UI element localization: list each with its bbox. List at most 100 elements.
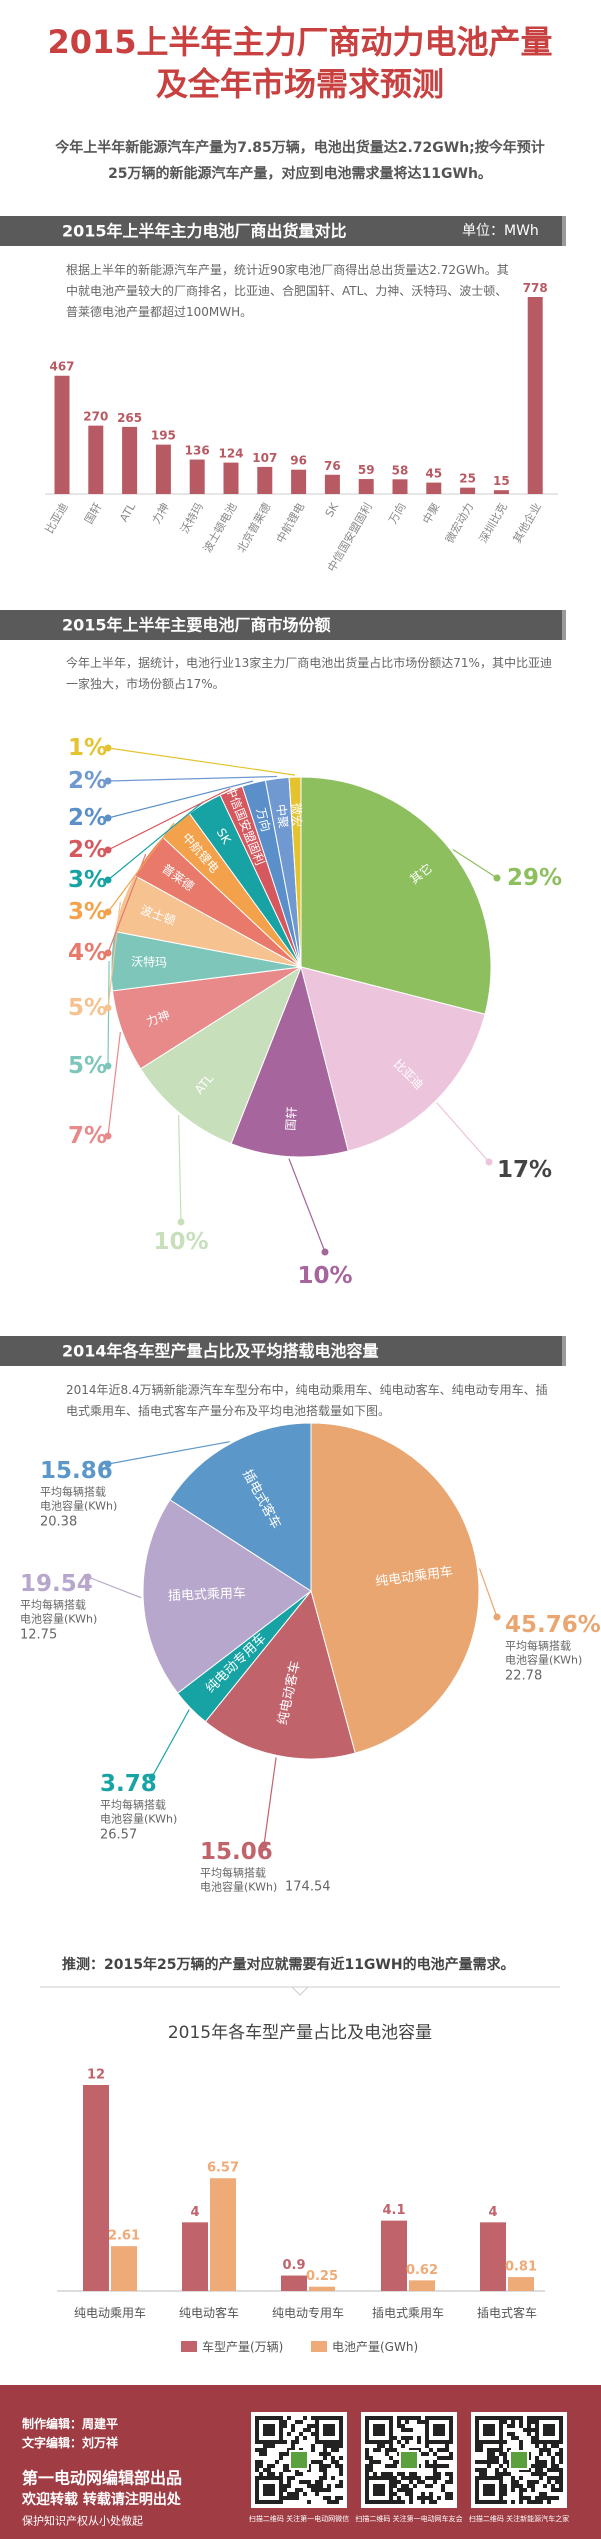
- qr-cell: [319, 2488, 323, 2492]
- qr-cell: [409, 2480, 413, 2484]
- qr-cell: [401, 2476, 405, 2480]
- qr-finder: [425, 2416, 453, 2444]
- value-label: 1%: [68, 735, 107, 761]
- qr-cell: [539, 2460, 543, 2464]
- qr-finder: [475, 2416, 503, 2444]
- qr-cell: [397, 2416, 401, 2420]
- qr-cell: [323, 2452, 327, 2456]
- qr-cell: [385, 2452, 389, 2456]
- bar: [111, 2246, 137, 2291]
- qr-cell: [271, 2444, 275, 2448]
- section-header-edge: [562, 216, 566, 246]
- qr-finder: [323, 2424, 335, 2436]
- qr-cell: [535, 2472, 539, 2476]
- qr-cell: [543, 2444, 547, 2448]
- value-label: 15.86: [40, 1458, 113, 1484]
- capacity-label: 平均每辆搭载: [505, 1639, 571, 1653]
- slice-label: 插电式乘用车: [168, 1585, 247, 1604]
- qr-cell: [511, 2420, 515, 2424]
- qr-cell: [503, 2452, 507, 2456]
- qr-cell: [487, 2456, 491, 2460]
- qr-cell: [335, 2484, 339, 2488]
- capacity-label: 电池容量(KWh): [505, 1653, 582, 1667]
- qr-cell: [413, 2416, 417, 2420]
- qr-cell: [303, 2492, 307, 2496]
- qr-cell: [319, 2476, 323, 2480]
- qr-cell: [311, 2460, 315, 2464]
- qr-cell: [449, 2472, 453, 2476]
- qr-cell: [511, 2424, 515, 2428]
- leader-dot: [321, 1248, 329, 1256]
- legend-label: 车型产量(万辆): [202, 2339, 283, 2354]
- section-header: [0, 1336, 562, 1366]
- qr-cell: [315, 2492, 319, 2496]
- qr-cell: [389, 2472, 393, 2476]
- prediction-text: 推测：2015年25万辆的产量对应就需要有近11GWH的电池产量需求。: [62, 1956, 515, 1973]
- qr-finder: [373, 2424, 385, 2436]
- editor: 文字编辑：刘万祥: [22, 2435, 118, 2450]
- qr-cell: [511, 2436, 515, 2440]
- qr-cell: [445, 2480, 449, 2484]
- qr-cell: [323, 2468, 327, 2472]
- pie-slice: [288, 776, 302, 968]
- qr-cell: [369, 2456, 373, 2460]
- data-label: 4: [488, 2205, 497, 2220]
- qr-cell: [511, 2484, 515, 2488]
- qr-cell: [421, 2496, 425, 2500]
- qr-caption: 扫描二维码 关注第一电动网微信: [249, 2514, 349, 2523]
- qr-cell: [327, 2496, 331, 2500]
- leader-dot: [104, 814, 112, 822]
- value-label: 2%: [68, 837, 107, 863]
- leader-line: [107, 747, 296, 776]
- qr-cell: [535, 2500, 539, 2504]
- qr-cell: [279, 2456, 283, 2460]
- qr-cell: [315, 2484, 319, 2488]
- qr-cell: [547, 2476, 551, 2480]
- qr-cell: [287, 2432, 291, 2436]
- bar: [210, 2178, 236, 2291]
- qr-cell: [425, 2460, 429, 2464]
- capacity-value: 22.78: [505, 1669, 542, 1684]
- qr-cell: [299, 2480, 303, 2484]
- qr-cell: [425, 2464, 429, 2468]
- qr-cell: [267, 2468, 271, 2472]
- pie-slice: [310, 1422, 480, 1754]
- qr-cell: [339, 2496, 343, 2500]
- qr-cell: [425, 2444, 429, 2448]
- qr-cell: [527, 2416, 531, 2420]
- data-label: 6.57: [207, 2161, 239, 2176]
- page-title: 2015上半年主力厂商动力电池产量: [47, 23, 552, 61]
- qr-cell: [377, 2460, 381, 2464]
- qr-cell: [449, 2476, 453, 2480]
- description: 电式乘用车、插电式客车产量分布及平均电池搭载量如下图。: [66, 1403, 390, 1418]
- data-label: 124: [218, 447, 243, 461]
- qr-cell: [433, 2472, 437, 2476]
- qr-cell: [523, 2428, 527, 2432]
- qr-cell: [393, 2480, 397, 2484]
- qr-cell: [539, 2468, 543, 2472]
- value-label: 4%: [68, 940, 107, 966]
- data-label: 0.62: [406, 2263, 438, 2278]
- qr-cell: [531, 2500, 535, 2504]
- qr-cell: [323, 2444, 327, 2448]
- qr-cell: [319, 2452, 323, 2456]
- section-header: [0, 216, 562, 246]
- qr-cell: [393, 2492, 397, 2496]
- qr-cell: [559, 2484, 563, 2488]
- qr-cell: [275, 2460, 279, 2464]
- qr-cell: [413, 2476, 417, 2480]
- value-label: 2%: [68, 805, 107, 831]
- qr-cell: [483, 2472, 487, 2476]
- qr-cell: [535, 2460, 539, 2464]
- qr-cell: [433, 2500, 437, 2504]
- qr-cell: [445, 2456, 449, 2460]
- value-label: 29%: [507, 865, 562, 891]
- qr-cell: [373, 2472, 377, 2476]
- qr-cell: [393, 2460, 397, 2464]
- qr-cell: [475, 2460, 479, 2464]
- qr-cell: [543, 2460, 547, 2464]
- qr-cell: [519, 2424, 523, 2428]
- qr-cell: [401, 2472, 405, 2476]
- qr-cell: [311, 2432, 315, 2436]
- qr-cell: [491, 2460, 495, 2464]
